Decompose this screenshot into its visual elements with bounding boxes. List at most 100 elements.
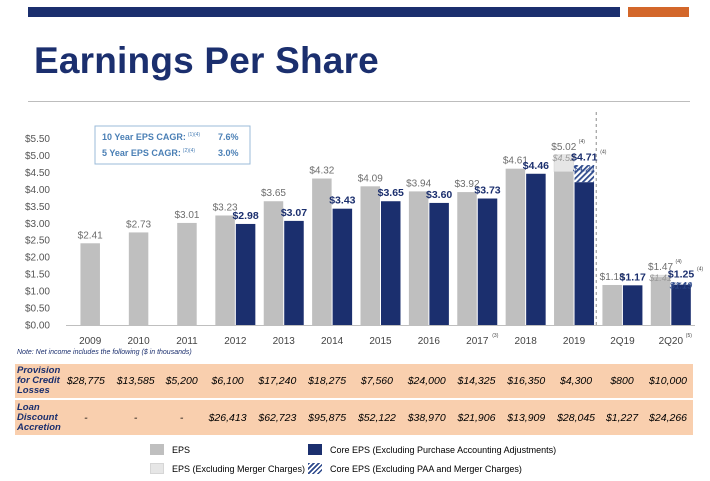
cagr-label: 5 Year EPS CAGR: bbox=[102, 148, 181, 158]
legend-label: EPS (Excluding Merger Charges) bbox=[172, 463, 306, 474]
bar-eps bbox=[128, 232, 149, 325]
core-eps-value-label: $4.71 bbox=[571, 151, 597, 163]
y-tick-label: $2.00 bbox=[25, 253, 50, 264]
eps-sub-value-label: $4.52 bbox=[552, 153, 576, 163]
header-bar-orange bbox=[628, 7, 689, 17]
eps-value-label: $3.94 bbox=[406, 178, 431, 189]
bar-eps bbox=[457, 192, 477, 325]
bar-core-eps bbox=[235, 223, 256, 325]
core-eps-value-label: $3.73 bbox=[474, 185, 500, 197]
eps-value-label: $5.02 bbox=[551, 142, 576, 153]
y-tick-label: $3.00 bbox=[25, 219, 50, 230]
bar-eps bbox=[602, 284, 622, 325]
bar-core-eps bbox=[429, 202, 449, 325]
core-eps-value-label: $3.65 bbox=[378, 187, 404, 199]
table-cell: $14,325 bbox=[451, 362, 502, 399]
table-cell: $6,100 bbox=[202, 362, 253, 399]
table-cell: $13,585 bbox=[110, 362, 161, 399]
cagr-value: 7.6% bbox=[218, 132, 239, 142]
table-row-label: Provision for Credit Losses bbox=[15, 362, 61, 399]
bar-eps bbox=[554, 171, 574, 325]
y-tick-label: $3.50 bbox=[25, 202, 50, 213]
cagr-footnote: (2)(4) bbox=[183, 148, 196, 154]
title-divider bbox=[28, 101, 690, 102]
bar-eps bbox=[80, 243, 100, 325]
bar-core-eps bbox=[622, 285, 643, 325]
eps-value-label: $3.65 bbox=[261, 188, 286, 199]
table-cell: $38,970 bbox=[401, 398, 452, 435]
legend-item: Core EPS (Excluding Purchase Accounting … bbox=[308, 444, 556, 455]
bar-core-eps bbox=[381, 201, 401, 325]
bar-core-eps bbox=[477, 198, 498, 325]
core-eps-value-label: $3.43 bbox=[329, 195, 355, 207]
x-tick-label: 2010 bbox=[127, 336, 150, 347]
core-eps-sub-value-label: $1.19 bbox=[669, 281, 693, 291]
y-tick-label: $4.00 bbox=[25, 185, 50, 196]
table-cell: $16,350 bbox=[501, 362, 552, 399]
x-tick-label: 2011 bbox=[176, 336, 198, 347]
table-cell: $52,122 bbox=[352, 398, 402, 435]
x-tick-label: 2Q19 bbox=[610, 336, 635, 347]
bar-eps bbox=[650, 277, 671, 325]
core-eps-sub-value-label: $4.21 bbox=[572, 163, 596, 173]
legend-swatch bbox=[150, 444, 164, 455]
table-cell: $800 bbox=[600, 362, 644, 399]
table-cell: - bbox=[110, 398, 161, 435]
y-tick-label: $5.50 bbox=[25, 134, 50, 145]
y-tick-label: $4.50 bbox=[25, 168, 50, 179]
x-tick-label: 2015 bbox=[369, 336, 392, 347]
bar-core-eps bbox=[284, 220, 304, 325]
table-note: Note: Net income includes the following … bbox=[17, 349, 192, 356]
cagr-label: 10 Year EPS CAGR: bbox=[102, 132, 186, 142]
table-cell: $28,045 bbox=[551, 398, 601, 435]
x-tick-footnote: (5) bbox=[686, 333, 692, 339]
table-cell: $95,875 bbox=[302, 398, 353, 435]
x-tick-label: 2Q20 bbox=[659, 336, 684, 347]
legend-item: EPS (Excluding Merger Charges) bbox=[150, 463, 305, 474]
bar-core-eps bbox=[526, 173, 546, 325]
legend-label: Core EPS (Excluding PAA and Merger Charg… bbox=[330, 463, 522, 474]
table-cell: $7,560 bbox=[352, 362, 402, 399]
bar-eps bbox=[215, 215, 235, 325]
eps-value-label: $4.09 bbox=[358, 173, 383, 184]
core-label-footnote: (4) bbox=[697, 267, 703, 273]
y-tick-label: $1.50 bbox=[25, 270, 50, 281]
table-cell: $18,275 bbox=[302, 362, 353, 399]
eps-value-label: $3.23 bbox=[213, 202, 238, 213]
bar-eps bbox=[177, 222, 197, 325]
core-eps-value-label: $1.25 bbox=[668, 269, 694, 281]
table-cell: $17,240 bbox=[252, 362, 303, 399]
chart-legend: EPS EPS (Excluding Merger Charges) Core EP… bbox=[0, 440, 710, 480]
eps-sub-value-label: $1.41 bbox=[648, 273, 672, 283]
x-tick-label: 2019 bbox=[563, 336, 586, 347]
y-tick-label: $2.50 bbox=[25, 236, 50, 247]
x-tick-label: 2014 bbox=[321, 336, 344, 347]
bar-core-eps bbox=[671, 284, 691, 325]
bar-eps bbox=[505, 168, 526, 325]
x-tick-label: 2013 bbox=[273, 336, 296, 347]
table-cell: $1,227 bbox=[600, 398, 644, 435]
charges-table: Provision for Credit Losses $28,775 $13,58… bbox=[15, 362, 693, 435]
bar-eps bbox=[408, 191, 429, 325]
bar-eps bbox=[312, 178, 332, 325]
bar-core-eps bbox=[574, 182, 595, 325]
core-eps-value-label: $2.98 bbox=[232, 210, 258, 222]
eps-label-footnote: (4) bbox=[579, 139, 585, 145]
table-cell: $4,300 bbox=[551, 362, 601, 399]
eps-value-label: $2.41 bbox=[78, 230, 103, 241]
bar-core-eps-excl-merger bbox=[574, 165, 595, 183]
page-title: Earnings Per Share bbox=[34, 40, 379, 81]
eps-value-label: $2.73 bbox=[126, 219, 151, 230]
eps-value-label: $1.47 bbox=[648, 262, 673, 273]
eps-bar-chart: $0.00 $0.50 $1.00 $1.50 $2.00 $2.50 $3.00 $3.50… bbox=[25, 112, 704, 347]
x-tick-label: 2017 bbox=[466, 336, 489, 347]
core-eps-value-label: $3.07 bbox=[281, 207, 307, 219]
table-cell: $21,906 bbox=[451, 398, 502, 435]
cagr-footnote: (1)(4) bbox=[188, 132, 201, 138]
x-tick-footnote: (3) bbox=[492, 333, 498, 339]
y-tick-label: $5.00 bbox=[25, 151, 50, 162]
table-row: Provision for Credit Losses $28,775 $13,58… bbox=[15, 362, 693, 399]
eps-value-label: $3.92 bbox=[455, 179, 480, 190]
legend-item: Core EPS (Excluding PAA and Merger Charg… bbox=[308, 463, 522, 474]
eps-label-footnote: (4) bbox=[676, 259, 682, 265]
